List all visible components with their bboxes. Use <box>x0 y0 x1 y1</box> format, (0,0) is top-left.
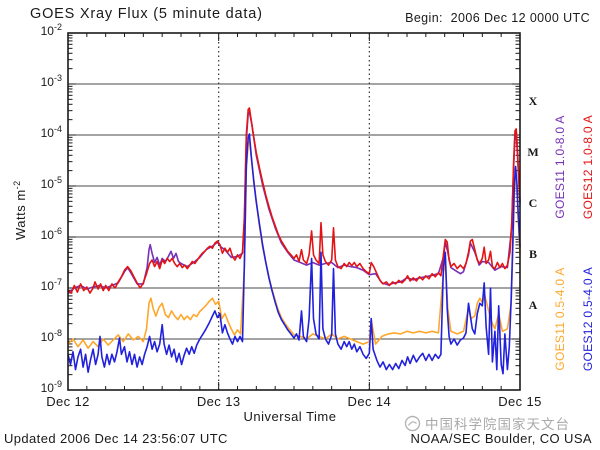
y-tick-label: 10-4 <box>40 124 62 141</box>
flux-curve-goes12-0-5-4-0-a <box>67 133 521 375</box>
chart-title: GOES Xray Flux (5 minute data) <box>30 6 263 22</box>
x-tick-label: Dec 14 <box>347 394 392 409</box>
watermark-text: 中国科学院国家天文台 <box>425 417 570 432</box>
y-axis-title: Watts m-2 <box>11 180 29 241</box>
data-source: NOAA/SEC Boulder, CO USA <box>410 431 592 446</box>
legend-goes11-long-channel: GOES11 1.0-8.0 A <box>553 115 567 219</box>
x-tick-label: Dec 12 <box>46 394 90 409</box>
x-tick-label: Dec 15 <box>498 394 542 409</box>
flare-class-letter-m: M <box>527 144 539 159</box>
watermark: 中国科学院国家天文台 <box>404 413 570 433</box>
flare-class-letter-c: C <box>528 195 538 210</box>
flare-class-letter-b: B <box>528 246 537 261</box>
y-tick-label: 10-2 <box>40 22 62 39</box>
y-tick-label: 10-8 <box>40 328 62 345</box>
legend-goes11-short-channel: GOES11 0.5-4.0 A <box>553 267 567 371</box>
flux-curve-goes11-0-5-4-0-a <box>67 139 521 349</box>
flare-class-letter-a: A <box>528 297 538 312</box>
y-tick-label: 10-3 <box>40 73 62 90</box>
cas-logo-icon <box>404 415 421 431</box>
flare-class-letter-x: X <box>528 93 538 108</box>
plot-frame <box>67 32 521 391</box>
x-axis-title: Universal Time <box>243 409 337 424</box>
begin-timestamp: Begin: 2006 Dec 12 0000 UTC <box>405 11 590 25</box>
y-tick-label: 10-6 <box>40 226 62 243</box>
x-tick-label: Dec 13 <box>196 394 241 409</box>
flux-curve-goes12-1-0-8-0-a <box>67 107 521 294</box>
y-tick-label: 10-9 <box>40 379 62 396</box>
legend-goes12-short-channel: GOES12 0.5-4.0 A <box>581 266 595 372</box>
y-tick-label: 10-5 <box>40 175 62 192</box>
updated-timestamp: Updated 2006 Dec 14 23:56:07 UTC <box>4 431 228 446</box>
legend-goes12-long-channel: GOES12 1.0-8.0 A <box>581 114 595 220</box>
y-tick-label: 10-7 <box>40 277 62 294</box>
